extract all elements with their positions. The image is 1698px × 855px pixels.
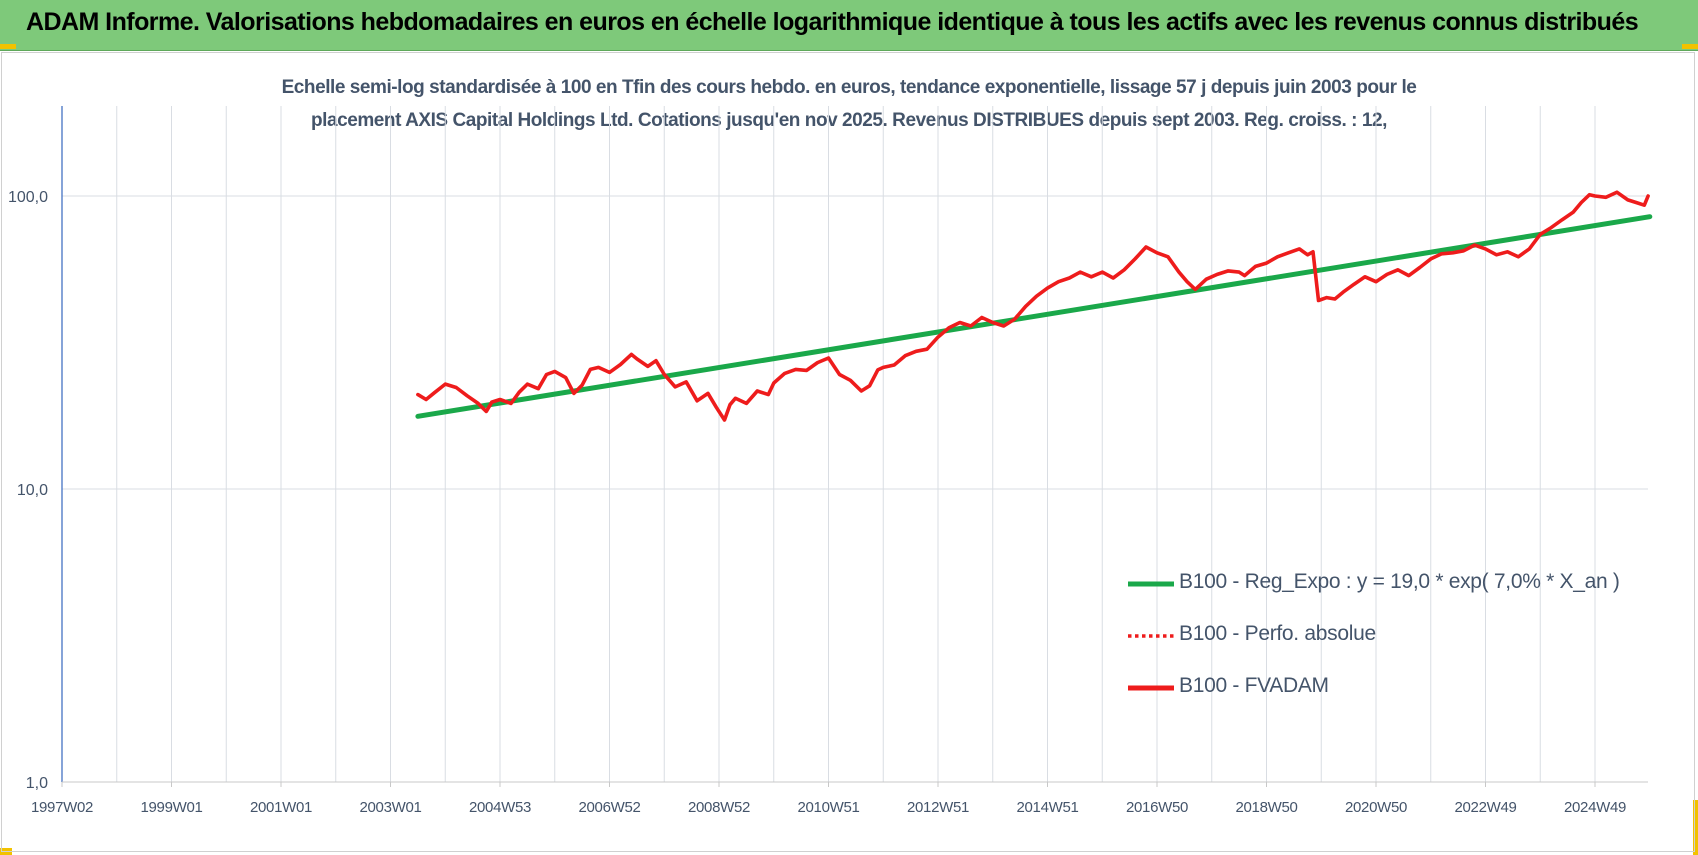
x-tick-label: 2014W51 <box>1016 799 1078 816</box>
y-tick-label: 10,0 <box>17 482 48 499</box>
series-line-trend <box>415 214 1653 419</box>
x-tick-label: 2010W51 <box>797 799 859 816</box>
legend-label-trend: B100 - Reg_Expo : y = 19,0 * exp( 7,0% *… <box>1179 570 1620 593</box>
chart-subtitle-line1: Echelle semi-log standardisée à 100 en T… <box>281 77 1417 98</box>
legend-label-perfo: B100 - Perfo. absolue <box>1179 622 1376 645</box>
y-tick-label: 100,0 <box>8 189 48 206</box>
x-tick-label: 2016W50 <box>1126 799 1188 816</box>
axes: 100,0 10,0 1,0 1997W02 1999W01 2001W01 2003W01… <box>8 106 1648 816</box>
y-tick-label: 1,0 <box>26 775 48 792</box>
x-tick-label: 2004W53 <box>469 799 531 816</box>
chart-subtitle-line2: placement AXIS Capital Holdings Ltd. Cot… <box>311 110 1387 131</box>
title-banner: ADAM Informe. Valorisations hebdomadaire… <box>0 0 1698 51</box>
x-tick-label: 2022W49 <box>1454 799 1516 816</box>
chart-frame <box>1 52 1695 852</box>
corner-marker-bottom-right <box>1693 800 1698 855</box>
gridlines <box>62 106 1648 782</box>
x-tick-label: 2024W49 <box>1564 799 1626 816</box>
x-tick-label: 2020W50 <box>1345 799 1407 816</box>
x-tick-label: 2006W52 <box>578 799 640 816</box>
x-tick-label: 2003W01 <box>359 799 421 816</box>
corner-marker-top-right <box>1682 44 1698 49</box>
x-tick-label: 1999W01 <box>140 799 202 816</box>
series <box>415 190 1653 422</box>
legend <box>1128 581 1174 691</box>
corner-marker-top-left <box>0 44 16 49</box>
x-tick-label: 2008W52 <box>688 799 750 816</box>
legend-label-fvadam: B100 - FVADAM <box>1179 674 1329 697</box>
x-tick-label: 2012W51 <box>907 799 969 816</box>
banner-title: ADAM Informe. Valorisations hebdomadaire… <box>26 8 1639 36</box>
x-tick-label: 1997W02 <box>31 799 93 816</box>
x-tick-label: 2001W01 <box>250 799 312 816</box>
x-tick-label: 2018W50 <box>1235 799 1297 816</box>
series-line-fvadam <box>416 190 1650 422</box>
